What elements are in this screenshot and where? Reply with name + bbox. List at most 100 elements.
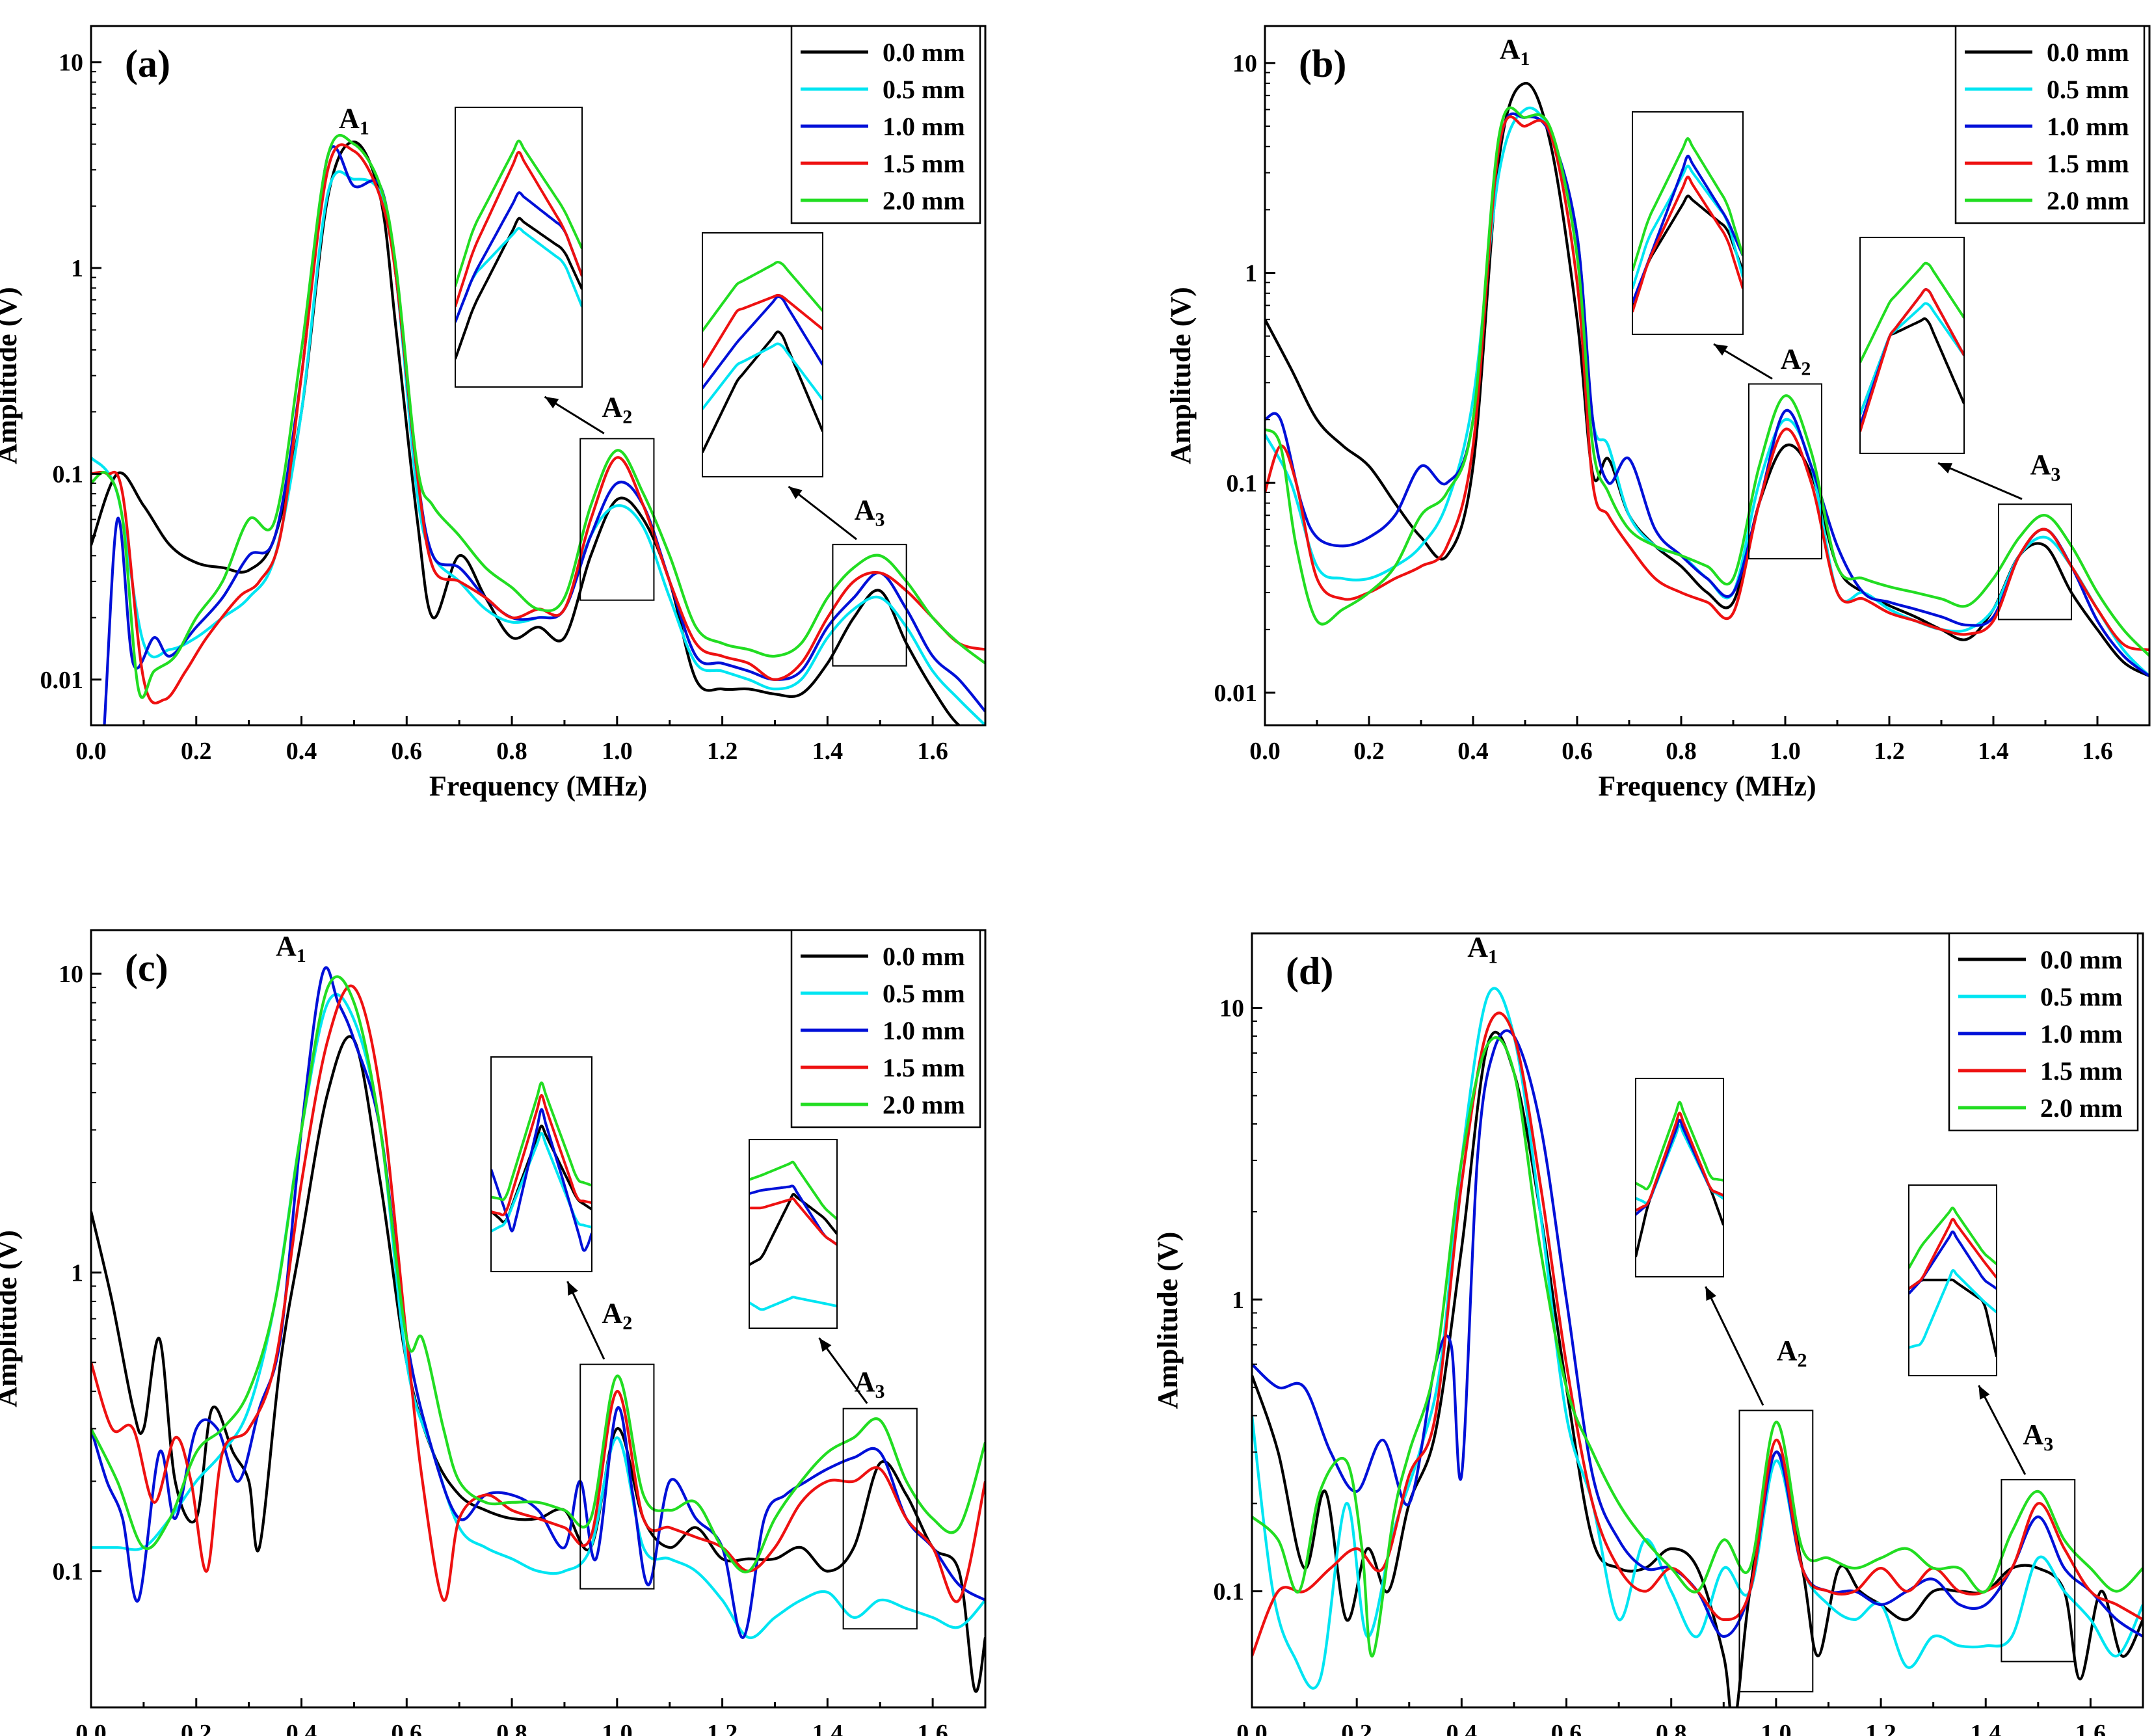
zoom-arrow-head (819, 1338, 832, 1352)
x-tick-label: 0.0 (1249, 738, 1281, 765)
series-line-0-5-mm (91, 993, 985, 1639)
zoom-region-2 (832, 544, 907, 667)
inset-series-line (749, 1296, 837, 1311)
x-tick-label: 0.8 (1666, 738, 1697, 765)
inset-view-1 (490, 1056, 592, 1272)
zoom-arrow-head (788, 487, 803, 500)
zoom-region-2 (842, 1408, 918, 1630)
chart-panel-d: 0.00.20.40.60.81.01.21.41.60.1110Frequen… (1152, 931, 2144, 1736)
zoom-arrow-head (544, 397, 559, 408)
x-tick-label: 1.0 (602, 738, 633, 765)
inset-series-line (491, 1081, 592, 1201)
zoom-arrow (788, 485, 857, 541)
zoom-region-2 (1998, 503, 2072, 621)
series-line-1-5-mm (1252, 1011, 2143, 1657)
peak-label: A2 (1777, 1335, 1807, 1371)
peak-label: A2 (602, 391, 632, 427)
y-axis-label: Amplitude (V) (1152, 1232, 1184, 1409)
inset-series-line (749, 1160, 837, 1220)
series-line-2-0-mm (91, 134, 985, 699)
peak-label: A3 (2023, 1419, 2053, 1455)
x-tick-label: 0.6 (1562, 738, 1593, 765)
legend-entry-label: 2.0 mm (2047, 186, 2129, 215)
inset-frame (749, 1139, 838, 1329)
series-line-2-0-mm (1265, 106, 2149, 657)
inset-series-line (1860, 302, 1964, 416)
x-tick-label: 1.2 (1874, 738, 1905, 765)
inset-frame (1908, 1184, 1997, 1376)
series-group (91, 966, 985, 1693)
legend-entry-label: 0.5 mm (883, 75, 965, 104)
peak-label-subscript: 3 (875, 509, 884, 531)
y-tick-label: 0.1 (53, 1558, 84, 1586)
legend-entry-label: 0.0 mm (2040, 945, 2123, 974)
legend: 0.0 mm 0.5 mm 1.0 mm 1.5 mm 2.0 mm (790, 25, 981, 224)
inset-series-line (1632, 137, 1743, 272)
y-tick-label: 0.1 (1227, 470, 1258, 497)
inset-frame (490, 1056, 592, 1272)
series-line-1-5-mm (91, 143, 985, 704)
peak-label-subscript: 1 (1520, 48, 1530, 70)
plot-frame (1251, 932, 2144, 1709)
legend-entry-label: 0.0 mm (883, 942, 965, 971)
peak-label-subscript: 2 (622, 1312, 632, 1333)
y-tick-label: 1 (71, 1259, 83, 1287)
panel-label: (a) (125, 42, 170, 85)
x-tick-label: 0.8 (496, 738, 527, 765)
inset-series-line (491, 1093, 592, 1217)
peak-label-subscript: 3 (875, 1381, 884, 1402)
inset-view-1 (1635, 1078, 1724, 1277)
legend-entry-label: 1.0 mm (2040, 1019, 2123, 1048)
zoom-region-1 (579, 438, 655, 601)
inset-series-line (1909, 1218, 1997, 1290)
zoom-arrow-head (567, 1281, 578, 1296)
chart-panel-b: 0.0 0.2 0.4 0.6 0.8 1.0 1.2 1.4 1.6 0.01 0.1 1 10 Fre… (1165, 25, 2151, 802)
x-tick-label: 1.6 (2075, 1720, 2107, 1736)
x-tick-label: 1.4 (1978, 738, 2009, 765)
panel-label: (d) (1286, 950, 1333, 993)
x-tick-label: 1.4 (1970, 1720, 2001, 1736)
inset-series-line (1636, 1112, 1723, 1212)
peak-label: A3 (855, 1366, 885, 1402)
inset-frame (702, 232, 823, 477)
y-tick-label: 1 (1232, 1287, 1244, 1314)
y-tick-label: 0.01 (40, 667, 84, 694)
legend-entry-label: 0.5 mm (2040, 982, 2123, 1011)
inset-view-2 (1859, 237, 1965, 454)
x-tick-label: 0.6 (392, 738, 423, 765)
series-group (91, 134, 985, 725)
legend: 0.0 mm 0.5 mm 1.0 mm 1.5 mm 2.0 mm (1948, 932, 2139, 1132)
inset-series-line (491, 1108, 592, 1252)
peak-label: A3 (855, 494, 885, 531)
legend-entry-label: 2.0 mm (883, 1090, 965, 1119)
x-tick-label: 1.0 (1770, 738, 1801, 765)
y-tick-label: 0.1 (53, 461, 84, 488)
series-line-0-5-mm (91, 170, 985, 725)
x-tick-label: 1.6 (2082, 738, 2113, 765)
y-tick-label: 0.01 (1214, 680, 1258, 707)
peak-label: A2 (602, 1297, 632, 1333)
y-tick-label: 10 (59, 49, 83, 77)
inset-series-line (1860, 261, 1964, 364)
series-group (1252, 987, 2143, 1707)
peak-label-subscript: 1 (297, 945, 306, 967)
x-tick-label: 0.6 (392, 1720, 423, 1736)
series-line-1-0-mm (91, 145, 985, 725)
legend-entry-label: 1.0 mm (2047, 112, 2129, 141)
zoom-arrow-head (1978, 1385, 1990, 1400)
zoom-region-2 (2001, 1478, 2076, 1663)
inset-series-line (702, 261, 823, 332)
peak-label-subscript: 3 (2051, 464, 2060, 485)
inset-series-line (455, 139, 582, 287)
legend: 0.0 mm 0.5 mm 1.0 mm 1.5 mm 2.0 mm (1954, 25, 2146, 224)
y-axis-label: Amplitude (V) (0, 287, 23, 464)
peak-label-subscript: 2 (622, 406, 632, 427)
legend-entry-label: 1.5 mm (883, 149, 965, 178)
inset-series-line (702, 293, 823, 368)
zoom-arrow-head (1938, 463, 1952, 474)
inset-frame (1859, 237, 1965, 454)
x-tick-label: 0.8 (1656, 1720, 1687, 1736)
inset-series-line (1909, 1207, 1997, 1269)
y-tick-label: 0.1 (1214, 1579, 1245, 1606)
